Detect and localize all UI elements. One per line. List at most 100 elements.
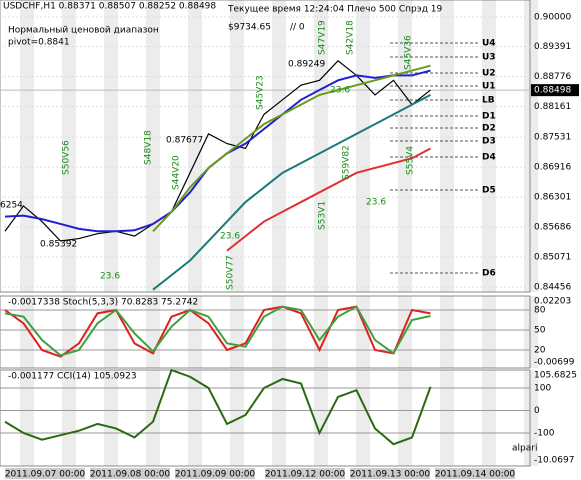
annotation: S50V56 xyxy=(62,140,72,175)
pivot-label: D1 xyxy=(482,112,496,122)
indicator-title: -0.0017338 Stoch(5,3,3) 70.8283 75.2742 xyxy=(8,298,198,308)
series-line xyxy=(4,368,432,446)
session-stripe xyxy=(272,0,286,292)
y-tick-label: 80 xyxy=(534,306,546,316)
session-stripe xyxy=(482,370,496,466)
series-line xyxy=(4,60,431,242)
session-stripe xyxy=(62,0,76,292)
session-stripe xyxy=(230,296,244,368)
y-tick-label: 0.90000 xyxy=(534,12,571,22)
session-stripe xyxy=(272,370,286,466)
annotation: S50V77 xyxy=(226,255,236,290)
session-stripe xyxy=(440,370,454,466)
series-line xyxy=(152,64,431,232)
pivot-label: D6 xyxy=(482,269,496,279)
annotation: S42V18 xyxy=(346,20,356,55)
current-price: 0.88498 xyxy=(534,86,571,96)
panel-frame xyxy=(0,295,531,369)
pivot-label: U2 xyxy=(482,69,496,79)
axis-extra-label: 0.02203 xyxy=(534,297,571,307)
indicator-title: -0.001177 CCI(14) 105.0923 xyxy=(8,372,137,382)
session-stripe xyxy=(398,370,412,466)
session-stripe xyxy=(188,0,202,292)
header-text: USDCHF,H1 0.88371 0.88507 0.88252 0.8849… xyxy=(3,2,216,12)
x-label-box xyxy=(175,468,255,479)
annotation: 0.85392 xyxy=(40,240,77,250)
annotation: 23.6 xyxy=(220,232,240,242)
y-tick-label: 0.89391 xyxy=(534,42,571,52)
session-stripe xyxy=(146,370,160,466)
session-stripe xyxy=(482,296,496,368)
pivot-label: U1 xyxy=(482,82,496,92)
series-line xyxy=(226,147,431,252)
series-line xyxy=(4,305,431,357)
session-stripe xyxy=(104,0,118,292)
session-stripe xyxy=(20,370,34,466)
x-label-box xyxy=(435,468,515,479)
y-tick-label: 0.88776 xyxy=(534,72,571,82)
y-tick-label: 0.88161 xyxy=(534,102,571,112)
session-stripe xyxy=(356,0,370,292)
y-tick-label: 100 xyxy=(534,383,551,393)
annotation: S59V82 xyxy=(342,145,352,180)
y-tick-label: 0.84456 xyxy=(534,282,571,292)
x-label-box xyxy=(5,468,85,479)
pivot-label: LB xyxy=(482,95,495,105)
header-text: Нормальный ценовой диапазон xyxy=(8,26,159,36)
panel-frame xyxy=(0,0,531,293)
y-tick-label: 0.85686 xyxy=(534,223,571,233)
y-tick-label: 0.85071 xyxy=(534,253,571,263)
header-text: // 0 xyxy=(290,23,305,33)
session-stripe xyxy=(482,0,496,292)
header-text: pivot=0.8841 xyxy=(8,38,70,48)
annotation: S48V18 xyxy=(144,130,154,165)
x-label-box xyxy=(350,468,430,479)
axis-extra-label: -10.0697 xyxy=(534,456,574,466)
header-text: alpari xyxy=(512,444,537,454)
annotation: S47V19 xyxy=(318,20,328,55)
y-tick-label: 50 xyxy=(534,326,546,336)
annotation: 23.6 xyxy=(100,272,120,282)
y-tick-label: -100 xyxy=(534,428,555,438)
session-stripe xyxy=(314,370,328,466)
session-stripe xyxy=(146,0,160,292)
x-label-box xyxy=(265,468,345,479)
session-stripe xyxy=(104,370,118,466)
pivot-label: D2 xyxy=(482,123,496,133)
x-label-box xyxy=(90,468,170,479)
x-tick-label: 2011.09.08 00:00 xyxy=(90,470,171,480)
annotation: S53V1 xyxy=(318,201,328,230)
session-stripe xyxy=(524,370,538,466)
pivot-label: U3 xyxy=(482,52,496,62)
y-tick-label: 0.87531 xyxy=(534,133,571,143)
y-tick-label: 0.86916 xyxy=(534,163,571,173)
annotation: S45V23 xyxy=(256,75,266,110)
axis-extra-label: 105.6825 xyxy=(534,371,577,381)
annotation: S55V4 xyxy=(406,146,416,175)
y-tick-label: 20 xyxy=(534,346,546,356)
x-tick-label: 2011.09.09 00:00 xyxy=(175,470,256,480)
annotation: S45V36 xyxy=(404,35,414,70)
y-tick-label: 0.86301 xyxy=(534,193,571,203)
x-tick-label: 2011.09.07 00:00 xyxy=(5,470,86,480)
x-tick-label: 2011.09.14 00:00 xyxy=(435,470,516,480)
session-stripe xyxy=(188,370,202,466)
pivot-label: U4 xyxy=(482,39,496,49)
session-stripe xyxy=(356,370,370,466)
panel-frame xyxy=(0,369,531,467)
pivot-label: D3 xyxy=(482,136,496,146)
axis-extra-label: -0.00699 xyxy=(534,358,575,368)
session-stripe xyxy=(62,370,76,466)
session-stripe xyxy=(440,296,454,368)
y-tick-label: 0 xyxy=(534,406,540,416)
annotation: 0.89249 xyxy=(288,60,325,70)
session-stripe xyxy=(440,0,454,292)
session-stripe xyxy=(314,0,328,292)
annotation: 0.87677 xyxy=(166,136,203,146)
annotation: 23.6 xyxy=(330,86,350,96)
session-stripe xyxy=(20,0,34,292)
pivot-label: D4 xyxy=(482,153,496,163)
header-text: $9734.65 xyxy=(228,23,271,33)
annotation: 6254 xyxy=(0,201,23,211)
